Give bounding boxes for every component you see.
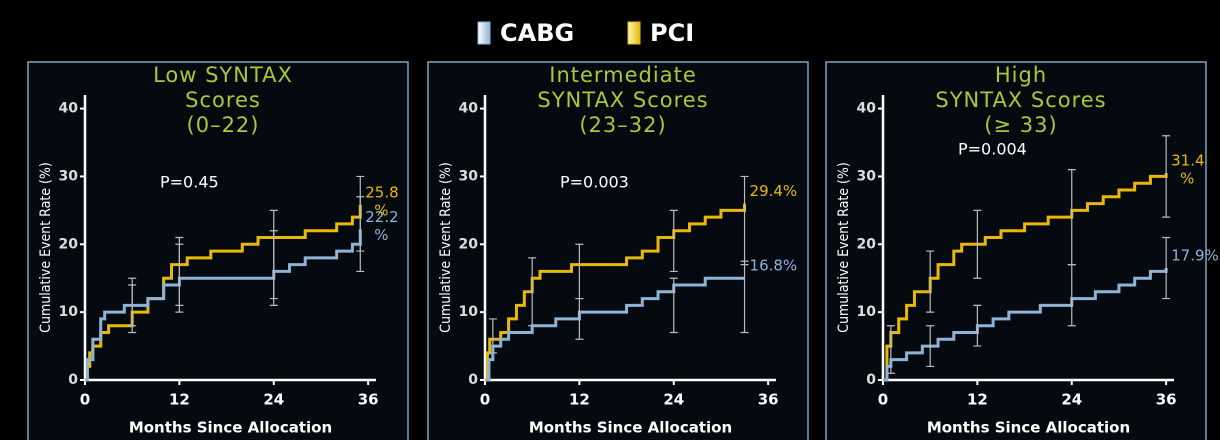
- x-tick-label: 24: [1061, 391, 1082, 409]
- x-tick-label: 0: [878, 391, 888, 409]
- step-line: [883, 173, 1168, 382]
- panel-title: (0–22): [187, 113, 260, 137]
- error-bar: [575, 297, 584, 340]
- error-bar: [128, 284, 137, 334]
- panel-title: (≥ 33): [984, 113, 1057, 137]
- error-bar: [356, 196, 365, 273]
- end-label: %: [374, 226, 388, 244]
- y-tick-label: 10: [59, 304, 79, 320]
- x-tick-label: 0: [80, 391, 90, 409]
- legend-swatch: [477, 21, 491, 45]
- error-bar: [669, 277, 678, 334]
- error-bar: [926, 250, 935, 313]
- end-label: 17.9%: [1171, 247, 1219, 265]
- error-bar: [926, 325, 935, 368]
- y-tick-label: 10: [857, 304, 877, 320]
- panel-title: SYNTAX Scores: [537, 88, 708, 112]
- x-tick-label: 12: [967, 391, 988, 409]
- x-tick-label: 0: [480, 391, 490, 409]
- panel-title: (23–32): [579, 113, 666, 137]
- x-tick-label: 36: [1156, 391, 1177, 409]
- y-tick-label: 0: [68, 372, 78, 388]
- x-tick-label: 12: [569, 391, 590, 409]
- y-tick-label: 20: [459, 236, 479, 252]
- y-tick-label: 20: [59, 236, 79, 252]
- y-axis-label: Cumulative Event Rate (%): [836, 162, 852, 333]
- panel-frame: [825, 61, 1207, 440]
- error-bar: [973, 304, 982, 347]
- panel-title: SYNTAX Scores: [935, 88, 1106, 112]
- step-line: [485, 203, 747, 382]
- x-tick-label: 24: [663, 391, 684, 409]
- p-value: P=0.45: [160, 173, 219, 192]
- y-tick-label: 30: [857, 168, 877, 184]
- y-tick-label: 40: [857, 101, 877, 117]
- end-label: 25.8: [365, 183, 398, 201]
- p-value: P=0.004: [958, 140, 1027, 159]
- error-bar: [175, 243, 184, 313]
- y-tick-label: 20: [857, 236, 877, 252]
- y-tick-label: 0: [468, 372, 478, 388]
- y-tick-label: 40: [59, 101, 79, 117]
- x-tick-label: 36: [358, 391, 379, 409]
- y-axis-label: Cumulative Event Rate (%): [38, 162, 54, 333]
- x-tick-label: 36: [758, 391, 779, 409]
- error-bar: [973, 209, 982, 279]
- panel-title: Low SYNTAX: [153, 63, 293, 87]
- error-bar: [1067, 264, 1076, 327]
- y-tick-label: 0: [866, 372, 876, 388]
- y-tick-label: 10: [459, 304, 479, 320]
- x-tick-label: 12: [169, 391, 190, 409]
- end-label: 16.8%: [750, 257, 798, 275]
- legend-label: PCI: [650, 19, 694, 47]
- p-value: P=0.003: [560, 173, 629, 192]
- legend-swatch: [627, 21, 641, 45]
- y-tick-label: 30: [59, 168, 79, 184]
- x-axis-label: Months Since Allocation: [129, 419, 332, 437]
- end-label: 22.2: [365, 208, 398, 226]
- panel-title: High: [995, 63, 1047, 87]
- panel-title: Scores: [185, 88, 261, 112]
- end-label: 29.4%: [750, 182, 798, 200]
- step-line: [883, 268, 1168, 382]
- x-axis-label: Months Since Allocation: [927, 419, 1130, 437]
- end-label: %: [1180, 170, 1194, 188]
- step-line: [485, 276, 745, 382]
- y-axis-label: Cumulative Event Rate (%): [438, 162, 454, 333]
- x-axis-label: Months Since Allocation: [529, 419, 732, 437]
- error-bar: [1162, 236, 1171, 300]
- end-label: %: [374, 201, 388, 219]
- y-tick-label: 40: [459, 101, 479, 117]
- x-tick-label: 24: [263, 391, 284, 409]
- end-label: 31.4: [1171, 152, 1204, 170]
- error-bar: [1162, 135, 1171, 218]
- panel-title: Intermediate: [549, 63, 697, 87]
- step-line: [85, 229, 362, 382]
- error-bar: [740, 260, 749, 334]
- error-bar: [269, 230, 278, 306]
- error-bar: [669, 209, 678, 273]
- y-tick-label: 30: [459, 168, 479, 184]
- legend-label: CABG: [500, 19, 574, 47]
